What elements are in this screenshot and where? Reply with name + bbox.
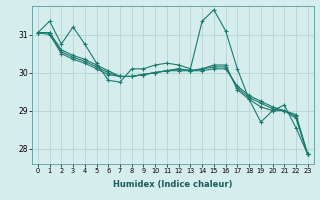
- X-axis label: Humidex (Indice chaleur): Humidex (Indice chaleur): [113, 180, 233, 189]
